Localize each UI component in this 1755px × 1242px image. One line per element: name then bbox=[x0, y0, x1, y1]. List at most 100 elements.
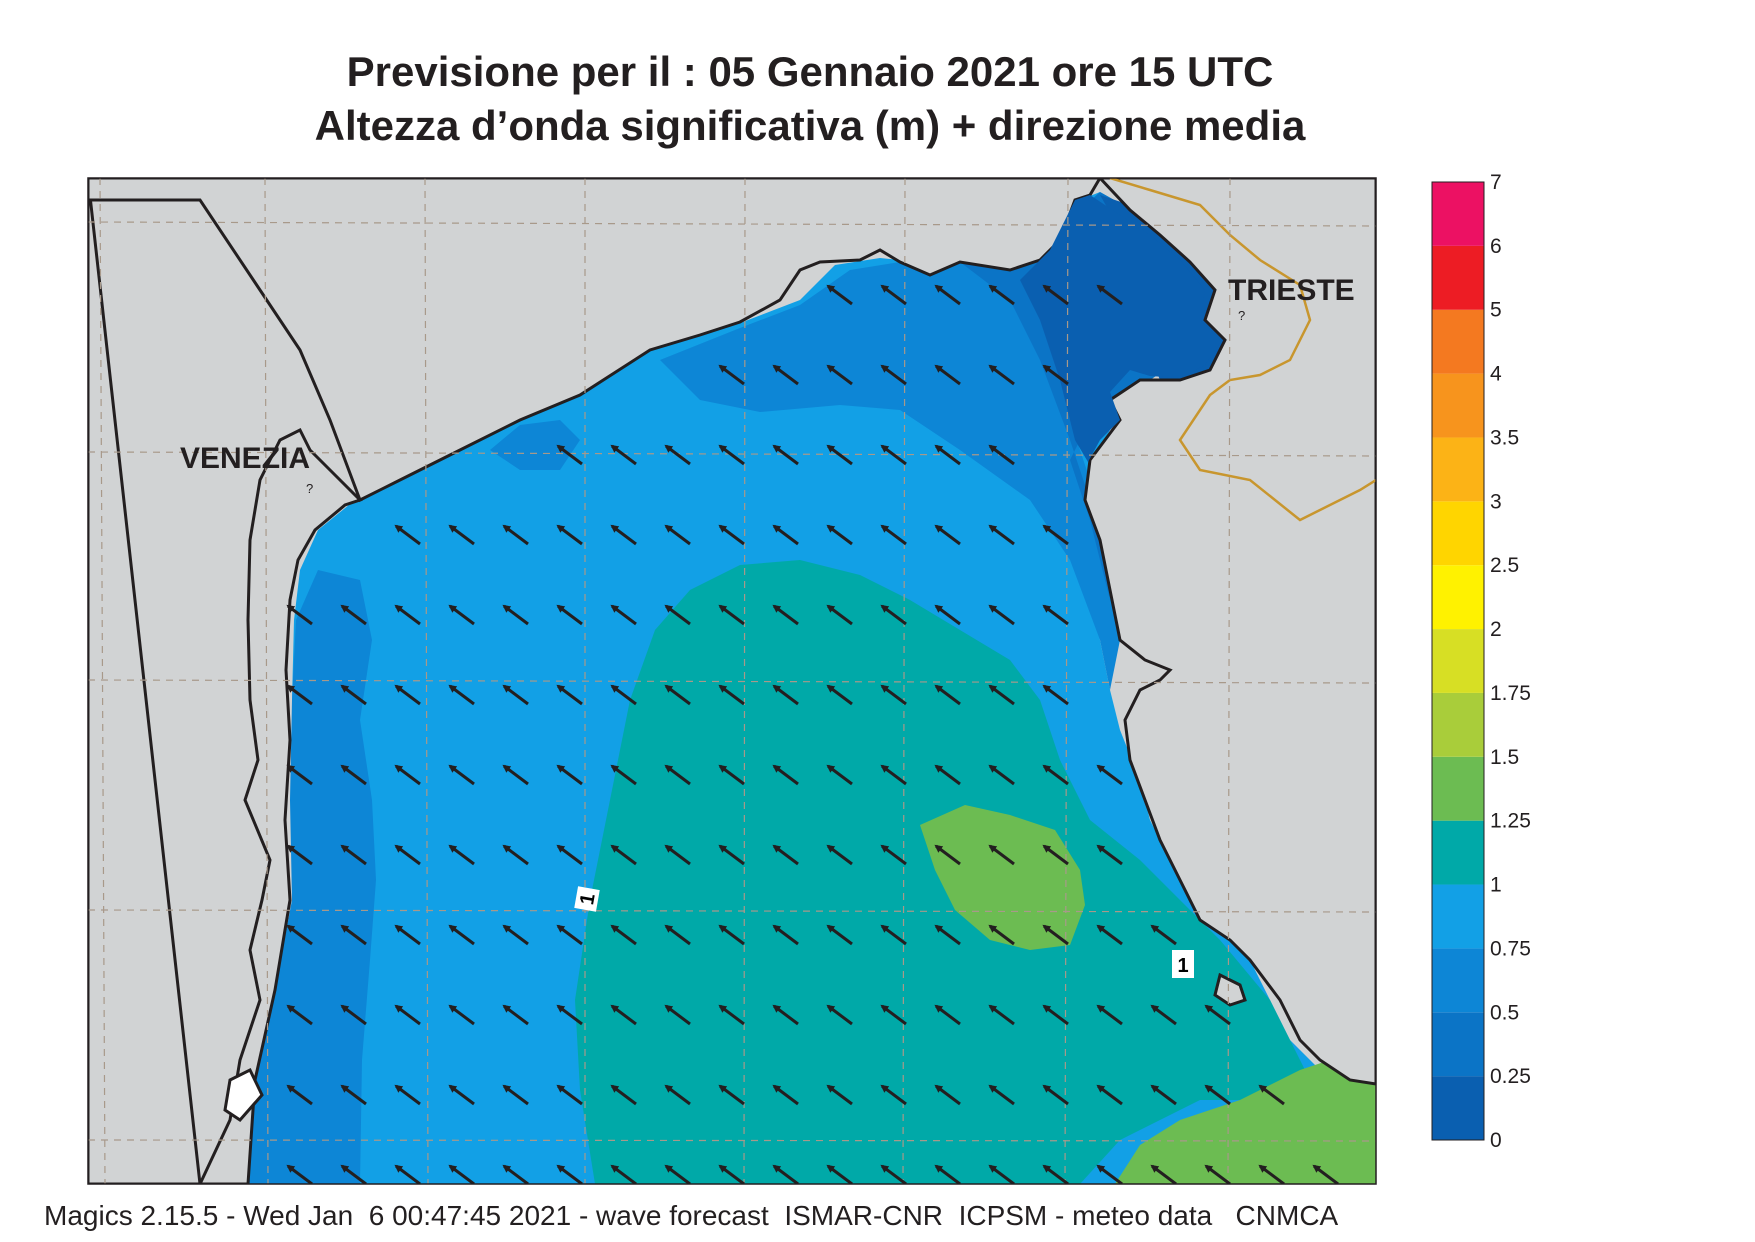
wave-direction-arrow bbox=[1042, 1084, 1069, 1106]
wave-direction-arrow bbox=[610, 524, 637, 546]
wave-direction-arrow bbox=[880, 1004, 907, 1026]
colorbar-swatch bbox=[1432, 692, 1484, 757]
wave-direction-arrow bbox=[1150, 1004, 1177, 1026]
wave-direction-arrow bbox=[880, 524, 907, 546]
wave-direction-arrow bbox=[610, 604, 637, 626]
wave-direction-arrow bbox=[556, 844, 583, 866]
wave-direction-arrow bbox=[718, 684, 745, 706]
wave-direction-arrow bbox=[1204, 1084, 1231, 1106]
wave-direction-arrow bbox=[556, 924, 583, 946]
wave-direction-arrow bbox=[286, 924, 313, 946]
colorbar-swatch bbox=[1432, 756, 1484, 821]
colorbar-label: 0 bbox=[1490, 1129, 1502, 1152]
wave-direction-arrow bbox=[988, 684, 1015, 706]
wave-direction-arrow bbox=[826, 1004, 853, 1026]
map-title: Previsione per il : 05 Gennaio 2021 ore … bbox=[346, 48, 1274, 95]
wave-direction-arrow bbox=[1042, 604, 1069, 626]
wave-direction-arrow bbox=[826, 524, 853, 546]
wave-direction-arrow bbox=[880, 684, 907, 706]
wave-direction-arrow bbox=[1096, 924, 1123, 946]
wave-direction-arrow bbox=[934, 1084, 961, 1106]
colorbar-swatch bbox=[1432, 245, 1484, 310]
wave-direction-arrow bbox=[1042, 284, 1069, 306]
band-1.25-1.5-patch bbox=[920, 805, 1085, 950]
wave-direction-arrow bbox=[664, 1164, 691, 1184]
colorbar-swatch bbox=[1432, 948, 1484, 1013]
wave-direction-arrow bbox=[1096, 284, 1123, 306]
wave-direction-arrow bbox=[610, 1004, 637, 1026]
colorbar-swatch bbox=[1432, 565, 1484, 630]
wave-direction-arrow bbox=[286, 684, 313, 706]
wave-direction-arrow bbox=[772, 1164, 799, 1184]
gulf-of-trieste-water bbox=[1020, 195, 1222, 462]
wave-direction-arrow bbox=[448, 684, 475, 706]
wave-direction-arrow bbox=[880, 364, 907, 386]
wave-direction-arrow bbox=[340, 1084, 367, 1106]
wave-direction-arrow bbox=[1042, 364, 1069, 386]
colorbar-label: 3 bbox=[1490, 490, 1502, 513]
colorbar-swatch bbox=[1432, 1076, 1484, 1140]
wave-direction-arrow bbox=[772, 524, 799, 546]
venezia-marker-icon: ? bbox=[306, 481, 313, 496]
wave-direction-arrow bbox=[826, 844, 853, 866]
wave-direction-arrow bbox=[1096, 1164, 1123, 1184]
wave-direction-arrow bbox=[502, 1004, 529, 1026]
wave-direction-arrow bbox=[502, 1164, 529, 1184]
wave-direction-arrow bbox=[502, 844, 529, 866]
wave-direction-arrow bbox=[934, 444, 961, 466]
wave-direction-arrow bbox=[448, 1084, 475, 1106]
wave-direction-arrow bbox=[394, 844, 421, 866]
wave-direction-arrow bbox=[880, 1164, 907, 1184]
contour-label-1: 1 bbox=[574, 886, 600, 912]
wave-direction-arrow bbox=[988, 364, 1015, 386]
wave-direction-arrow bbox=[448, 844, 475, 866]
wave-direction-arrow bbox=[556, 1084, 583, 1106]
wave-direction-arrow bbox=[988, 284, 1015, 306]
wave-direction-arrow bbox=[1042, 1164, 1069, 1184]
wave-direction-arrow bbox=[826, 1084, 853, 1106]
wave-direction-arrow bbox=[502, 924, 529, 946]
wave-direction-arrow bbox=[448, 524, 475, 546]
wave-direction-arrow bbox=[556, 524, 583, 546]
svg-text:1: 1 bbox=[576, 892, 600, 907]
wave-direction-arrow bbox=[286, 764, 313, 786]
wave-direction-arrow bbox=[556, 684, 583, 706]
wave-direction-arrow bbox=[394, 1084, 421, 1106]
wave-direction-arrow bbox=[394, 524, 421, 546]
wave-direction-arrow bbox=[1096, 1084, 1123, 1106]
wave-direction-arrow bbox=[988, 444, 1015, 466]
wave-direction-arrow bbox=[664, 764, 691, 786]
wave-direction-arrow bbox=[718, 1084, 745, 1106]
wave-direction-arrow bbox=[502, 524, 529, 546]
wave-direction-arrow bbox=[718, 444, 745, 466]
wave-direction-arrow bbox=[718, 1164, 745, 1184]
wave-direction-arrow bbox=[664, 684, 691, 706]
wave-direction-arrow bbox=[934, 364, 961, 386]
wave-direction-arrow bbox=[718, 364, 745, 386]
wave-direction-arrow bbox=[340, 684, 367, 706]
colorbar-label: 1.75 bbox=[1490, 682, 1531, 705]
wave-direction-arrow bbox=[340, 1164, 367, 1184]
band-1.25-1.5-se bbox=[1115, 1060, 1376, 1184]
wave-direction-arrow bbox=[1258, 1084, 1285, 1106]
wave-direction-arrow bbox=[664, 604, 691, 626]
wave-direction-arrow bbox=[934, 924, 961, 946]
wave-direction-arrow bbox=[1150, 1084, 1177, 1106]
wave-direction-arrow bbox=[1042, 844, 1069, 866]
wave-direction-arrow bbox=[718, 764, 745, 786]
wave-direction-arrow bbox=[664, 444, 691, 466]
colorbar: 0 0.25 0.5 0.75 1 1.25 1.5 1.75 2 2.5 3 3.5 4 5 6 7 bbox=[1431, 171, 1531, 1152]
wave-direction-arrow bbox=[880, 924, 907, 946]
wave-direction-arrow bbox=[880, 764, 907, 786]
colorbar-label: 4 bbox=[1490, 363, 1502, 386]
wave-direction-arrow bbox=[448, 604, 475, 626]
east-coast-istria bbox=[1083, 178, 1376, 1086]
wave-direction-arrow bbox=[880, 1084, 907, 1106]
wave-direction-arrow bbox=[988, 604, 1015, 626]
wave-direction-arrow bbox=[448, 764, 475, 786]
trieste-marker-icon: ? bbox=[1238, 308, 1245, 323]
wave-direction-arrow bbox=[826, 684, 853, 706]
wave-direction-arrow bbox=[610, 684, 637, 706]
graticule bbox=[88, 178, 1376, 1184]
wave-direction-arrow bbox=[880, 284, 907, 306]
